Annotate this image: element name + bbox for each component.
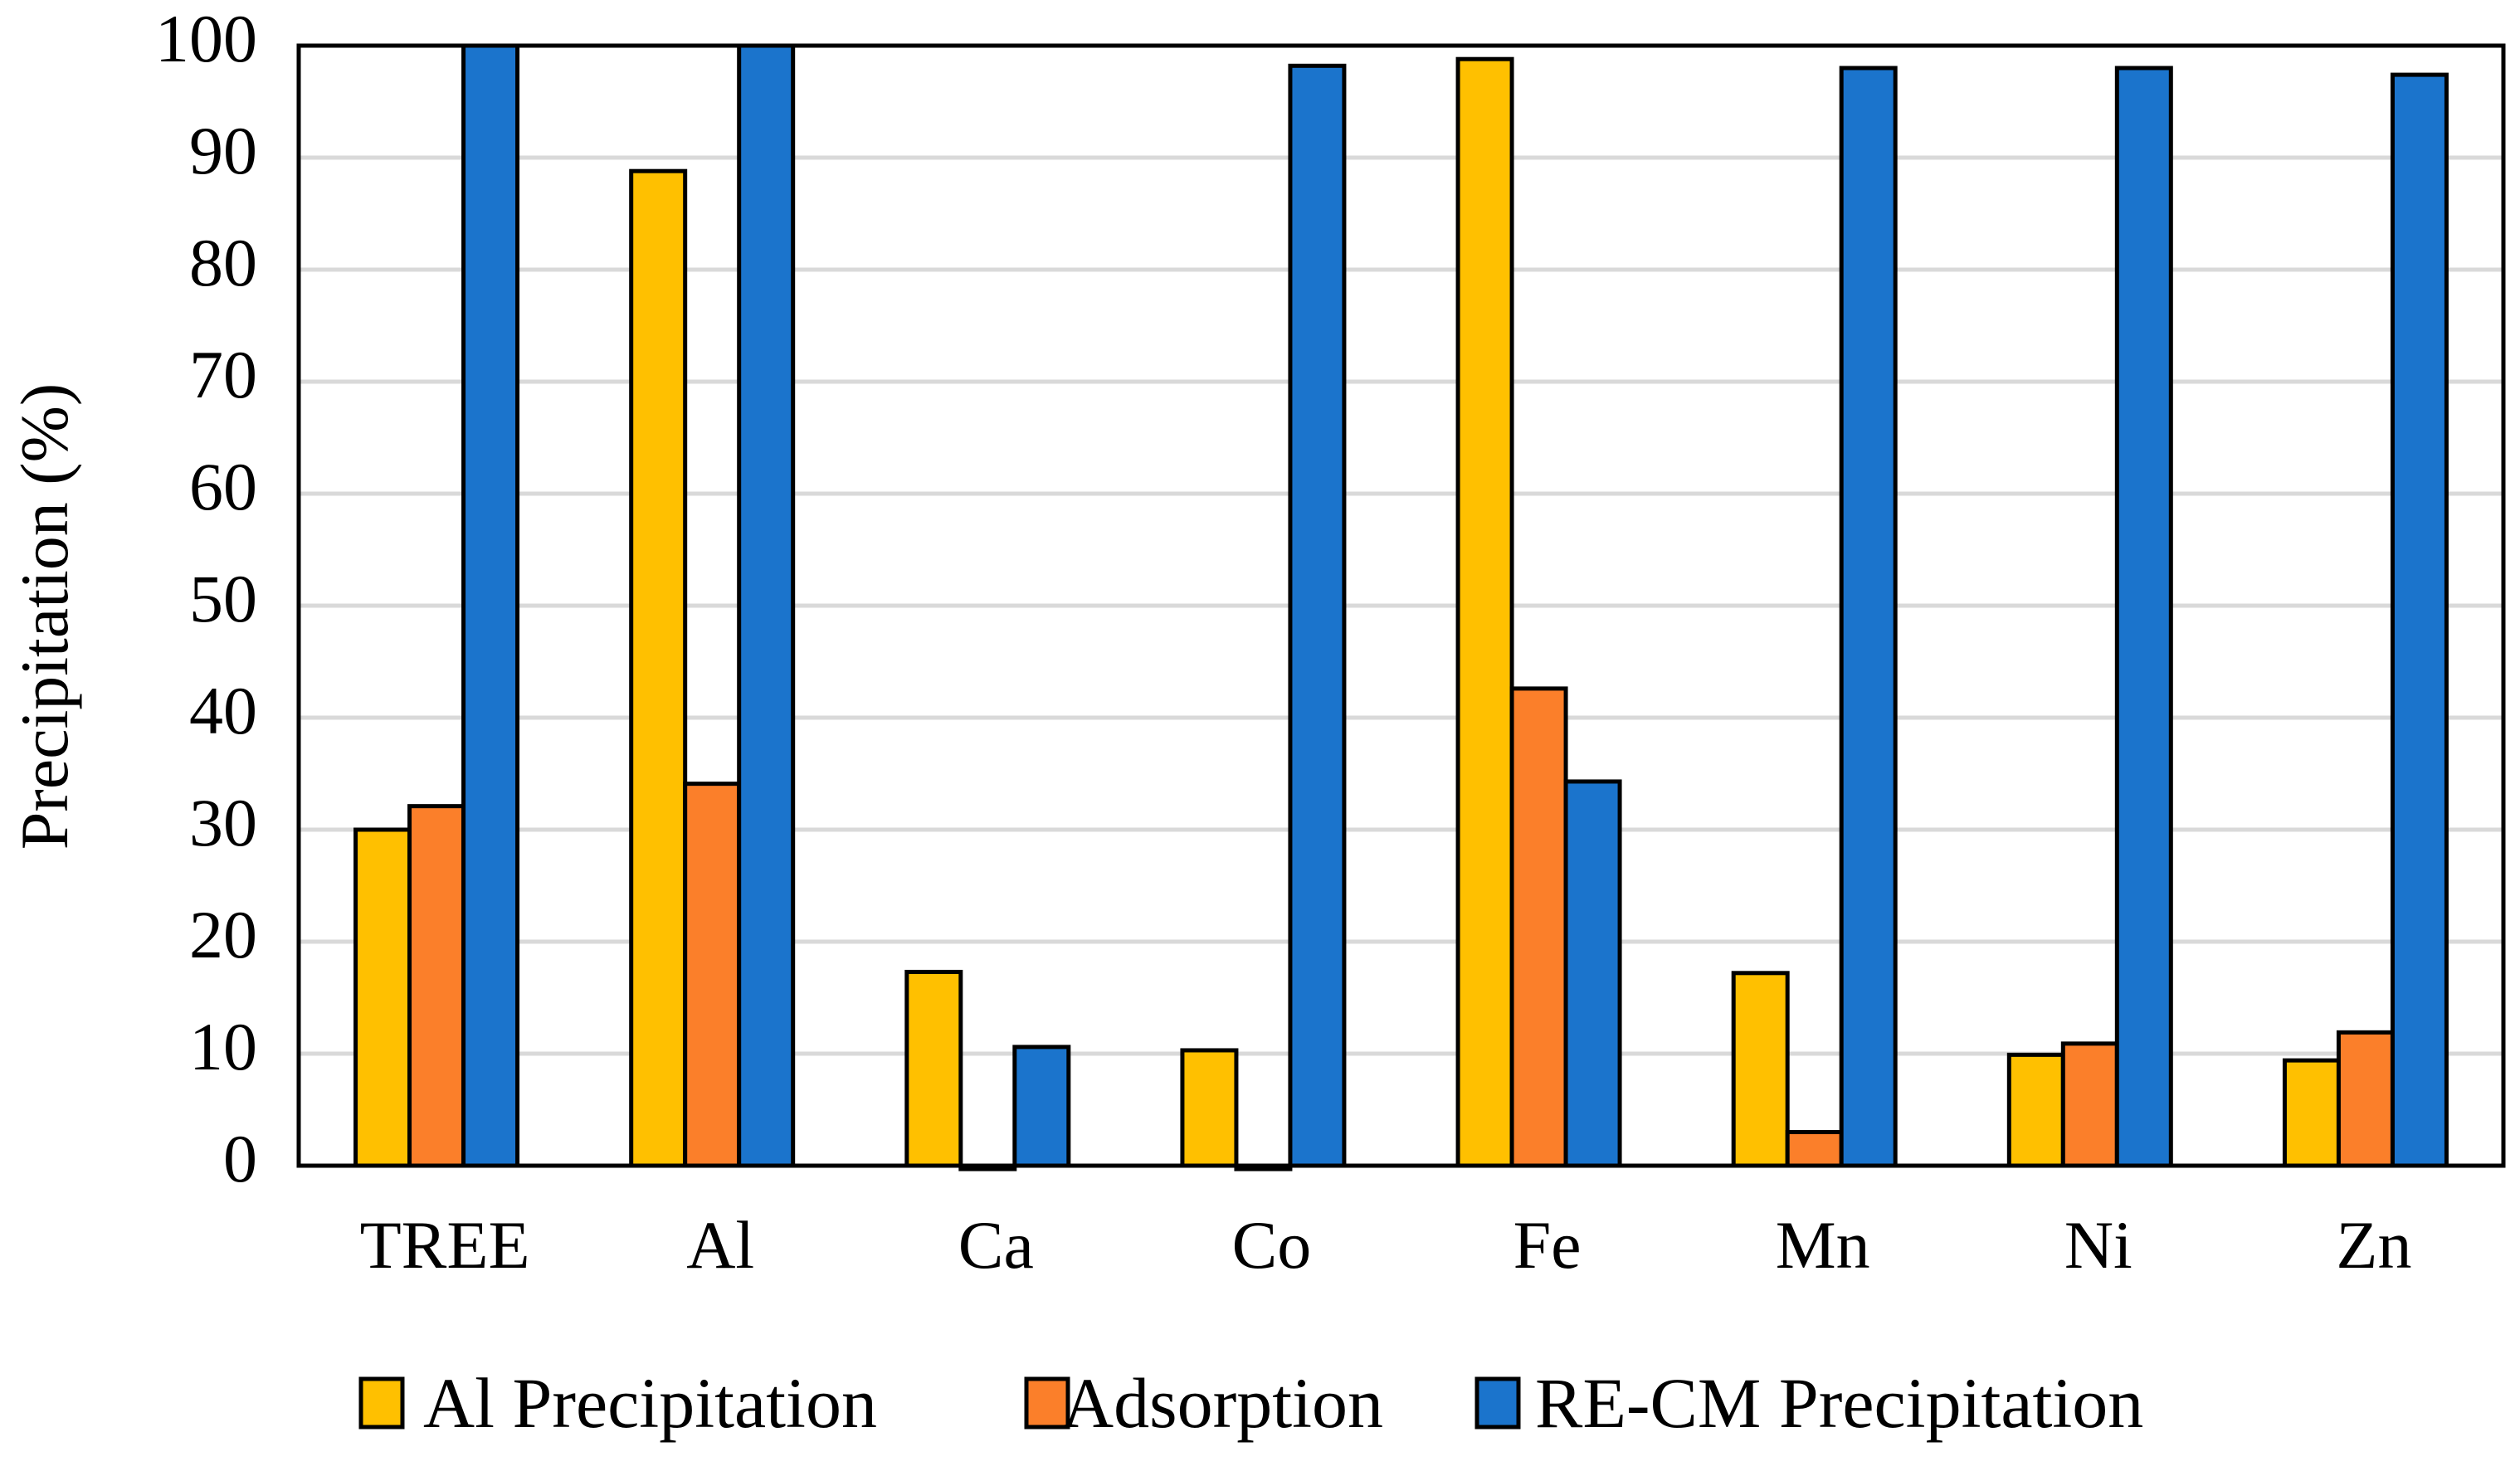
bar-adsorption-tree	[407, 804, 466, 1168]
bar-al-precipitation-mn	[1731, 971, 1790, 1168]
y-tick-label: 30	[189, 785, 257, 860]
bar-adsorption-fe	[1509, 686, 1568, 1168]
bar-re-cm-precipitation-zn	[2390, 72, 2449, 1168]
x-category-label: Co	[1232, 1207, 1312, 1283]
legend-label: Adsorption	[1062, 1363, 1383, 1443]
y-tick-label: 70	[189, 337, 257, 412]
y-tick-label: 0	[223, 1121, 257, 1196]
y-axis-tick-labels: 0 10 20 30 40 50 60 70 80 90 100	[155, 1, 257, 1196]
bar-adsorption-al	[683, 782, 742, 1168]
x-axis-category-labels: TREE Al Ca Co Fe Mn Ni Zn	[360, 1207, 2412, 1283]
bar-adsorption-mn	[1785, 1130, 1844, 1168]
plot-area-frame	[296, 43, 2506, 1168]
y-axis-title: Precipitation (%)	[7, 383, 82, 850]
bar-re-cm-precipitation-tree	[461, 43, 520, 1168]
bar-re-cm-precipitation-al	[737, 43, 796, 1168]
bars	[353, 43, 2449, 1171]
bar-al-precipitation-ca	[904, 969, 963, 1168]
bar-re-cm-precipitation-ni	[2114, 66, 2173, 1168]
legend-swatch	[358, 1376, 405, 1430]
y-tick-label: 100	[155, 1, 257, 76]
bar-adsorption-zn	[2336, 1030, 2395, 1168]
x-category-label: Fe	[1513, 1207, 1582, 1283]
legend: Al Precipitation Adsorption RE-CM Precipit…	[358, 1363, 2143, 1443]
y-tick-label: 40	[189, 673, 257, 748]
legend-swatch	[1024, 1376, 1070, 1430]
legend-swatch	[1474, 1376, 1521, 1430]
bar-al-precipitation-ni	[2006, 1052, 2065, 1168]
bar-al-precipitation-tree	[353, 827, 412, 1168]
legend-label: RE-CM Precipitation	[1535, 1363, 2143, 1443]
y-tick-label: 10	[189, 1009, 257, 1084]
y-tick-label: 20	[189, 897, 257, 972]
bar-al-precipitation-al	[629, 168, 688, 1168]
bar-re-cm-precipitation-fe	[1563, 779, 1622, 1168]
legend-label: Al Precipitation	[423, 1363, 877, 1443]
bar-re-cm-precipitation-ca	[1012, 1045, 1071, 1168]
bar-al-precipitation-co	[1180, 1048, 1239, 1168]
x-category-label: Mn	[1776, 1207, 1870, 1283]
x-category-label: Ca	[958, 1207, 1034, 1283]
bar-al-precipitation-zn	[2282, 1058, 2341, 1168]
y-tick-label: 80	[189, 225, 257, 300]
y-tick-label: 60	[189, 449, 257, 524]
y-tick-label: 50	[189, 561, 257, 636]
bar-al-precipitation-fe	[1455, 56, 1514, 1168]
x-category-label: Ni	[2064, 1207, 2132, 1283]
x-category-label: Zn	[2336, 1207, 2411, 1283]
x-category-label: TREE	[360, 1207, 530, 1283]
bar-re-cm-precipitation-co	[1288, 63, 1347, 1168]
y-tick-label: 90	[189, 113, 257, 188]
bar-re-cm-precipitation-mn	[1839, 66, 1898, 1168]
bar-adsorption-ni	[2060, 1041, 2119, 1168]
x-category-label: Al	[686, 1207, 754, 1283]
